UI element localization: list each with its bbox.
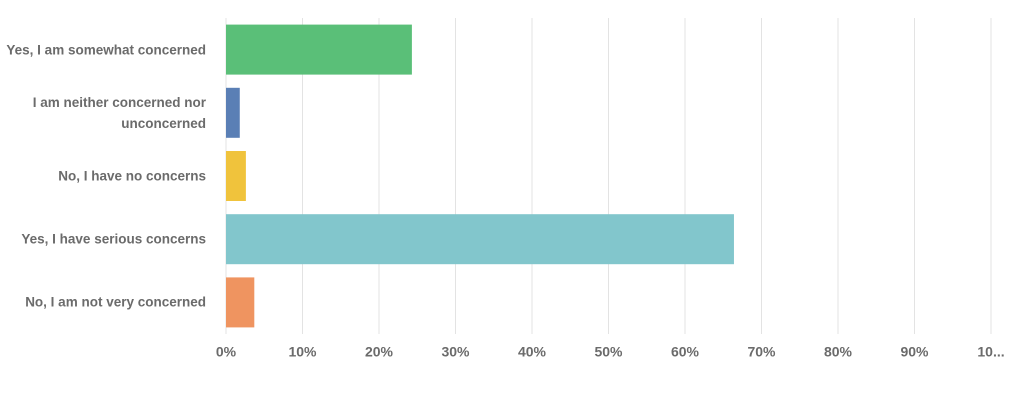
- x-tick-label: 20%: [365, 344, 394, 360]
- x-tick-label: 30%: [441, 344, 470, 360]
- x-tick-label: 70%: [747, 344, 776, 360]
- x-tick-label: 40%: [518, 344, 547, 360]
- x-tick-label: 50%: [594, 344, 623, 360]
- y-tick-label: No, I am not very concerned: [25, 294, 206, 310]
- x-tick-label: 0%: [216, 344, 237, 360]
- x-tick-label: 10%: [288, 344, 317, 360]
- y-tick-label: Yes, I am somewhat concerned: [6, 42, 206, 58]
- y-tick-label: Yes, I have serious concerns: [21, 231, 206, 247]
- bar: [226, 214, 734, 265]
- x-tick-label: 90%: [900, 344, 929, 360]
- bar: [226, 277, 255, 328]
- y-tick-label: No, I have no concerns: [58, 168, 206, 184]
- x-tick-label: 10...: [977, 344, 1004, 360]
- bar: [226, 87, 240, 138]
- x-tick-label: 60%: [671, 344, 700, 360]
- y-tick-label: I am neither concerned nor unconcerned: [32, 94, 206, 131]
- bar: [226, 151, 246, 201]
- x-tick-label: 80%: [824, 344, 853, 360]
- bar: [226, 24, 412, 75]
